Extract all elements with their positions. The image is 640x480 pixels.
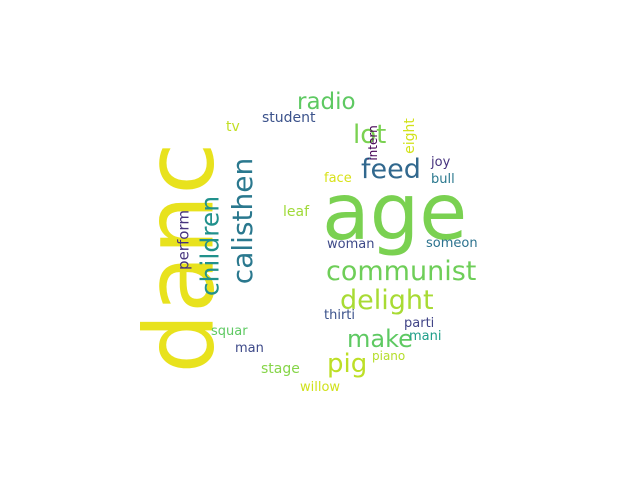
word-perform: perform: [174, 210, 193, 270]
word-radio: radio: [297, 89, 356, 115]
word-leaf: leaf: [283, 204, 310, 220]
word-piano: piano: [372, 349, 406, 363]
word-bull: bull: [431, 172, 455, 187]
word-tv: tv: [226, 119, 240, 135]
word-face: face: [324, 171, 352, 186]
word-joy: joy: [431, 155, 451, 170]
word-woman: woman: [327, 237, 375, 252]
word-eight: eight: [402, 118, 418, 154]
word-lot: lot: [353, 120, 387, 150]
word-student: student: [262, 110, 316, 126]
word-communist: communist: [326, 256, 477, 287]
word-calisthen: calisthen: [226, 157, 259, 285]
word-thirti: thirti: [324, 308, 356, 323]
word-age: age: [322, 168, 468, 258]
word-delight: delight: [340, 285, 434, 316]
word-pig: pig: [327, 349, 368, 379]
word-children: children: [195, 195, 225, 297]
word-squar: squar: [211, 324, 248, 339]
word-someon: someon: [426, 236, 478, 251]
word-intern: intern: [366, 125, 380, 161]
word-make: make: [347, 325, 413, 353]
word-stage: stage: [261, 361, 300, 377]
word-willow: willow: [300, 380, 341, 395]
word-feed: feed: [361, 154, 421, 185]
word-parti: parti: [404, 316, 435, 331]
word-man: man: [235, 341, 264, 356]
word-mani: mani: [409, 329, 442, 344]
